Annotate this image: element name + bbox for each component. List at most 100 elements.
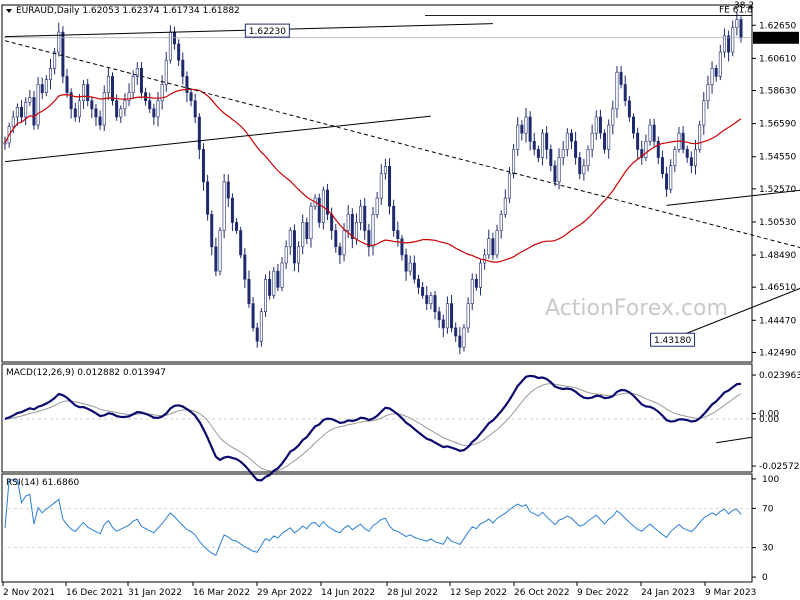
candle-body — [152, 108, 156, 118]
candle-body — [549, 149, 553, 166]
candle-body — [429, 295, 433, 304]
candles — [3, 11, 743, 355]
fe-top-label: 38.2 — [734, 1, 754, 11]
candle-body — [338, 246, 342, 256]
candle-body — [536, 149, 540, 158]
level-label-box — [650, 332, 696, 347]
candle-body — [185, 76, 189, 93]
candle-body — [350, 214, 354, 239]
rsi-tick-label: 70 — [762, 504, 774, 514]
rsi-tick-label: 100 — [762, 475, 779, 485]
candle-body — [214, 246, 218, 272]
rsi-header: RSI(14) 61.6860 — [6, 478, 79, 488]
fe-label: FE 61.8 — [719, 6, 753, 16]
rsi-panel: RSI(14) 61.6860 100 70 30 0 — [1, 473, 779, 583]
price-tick-label: 1.42490 — [759, 348, 796, 358]
price-tick-label: 1.62650 — [759, 21, 796, 31]
candle-body — [491, 238, 495, 256]
candle-body — [82, 84, 86, 102]
candle-body — [727, 35, 731, 53]
price-axis: 1.62650 1.60610 1.58630 1.56590 1.54550 1.525… — [752, 21, 796, 358]
time-tick-label: 12 Sep 2022 — [450, 588, 507, 598]
candle-body — [483, 254, 487, 264]
candle-body — [53, 51, 57, 69]
candle-body — [193, 100, 197, 118]
level-label-text: 1.43180 — [654, 336, 691, 346]
candle-body — [665, 173, 669, 190]
chart-header: EURAUD,Daily 1.62053 1.62374 1.61734 1.6… — [16, 6, 240, 16]
candle-body — [284, 246, 288, 264]
candle-body — [445, 303, 449, 329]
candle-body — [11, 116, 15, 128]
candle-body — [706, 84, 710, 102]
trendline — [4, 115, 431, 163]
candle-body — [603, 132, 607, 150]
candle-body — [363, 205, 367, 231]
candle-body — [590, 132, 594, 150]
candle-body — [388, 165, 392, 207]
macd-tick-label: -0.025726 — [759, 462, 800, 472]
candle-body — [20, 106, 24, 118]
candle-body — [177, 43, 181, 61]
candle-body — [334, 230, 338, 248]
candle-body — [648, 124, 652, 142]
rsi-tick-label: 0 — [762, 573, 768, 583]
candle-body — [437, 311, 441, 321]
candle-body — [412, 262, 416, 280]
candle-body — [276, 270, 280, 288]
candle-body — [123, 100, 127, 110]
time-tick-label: 16 Mar 2022 — [193, 588, 250, 598]
candle-body — [131, 76, 135, 93]
candle-body — [206, 181, 210, 215]
candle-body — [714, 67, 718, 77]
candle-body — [201, 149, 205, 183]
candle-body — [557, 157, 561, 183]
candle-body — [652, 124, 656, 142]
macd-tick-label: 0.023963 — [759, 371, 800, 381]
candle-body — [102, 92, 106, 126]
candle-body — [702, 100, 706, 126]
candle-body — [297, 246, 301, 264]
candle-body — [421, 287, 425, 296]
candle-body — [111, 76, 115, 102]
candle-body — [139, 67, 143, 93]
candle-body — [474, 278, 478, 288]
main-price-panel: FE 61.838.21.622301.539601.431801.428101… — [1, 1, 800, 363]
candle-body — [565, 132, 569, 150]
candle-body — [408, 262, 412, 272]
macd-signal-line — [4, 383, 742, 472]
candle-body — [574, 141, 578, 158]
candle-body — [611, 108, 615, 126]
candle-body — [586, 149, 590, 166]
candle-body — [127, 92, 131, 102]
collapse-arrow-icon — [6, 9, 12, 13]
candle-body — [106, 76, 110, 93]
candle-body — [354, 222, 358, 239]
candle-body — [532, 141, 536, 150]
time-axis: 2 Nov 2021 16 Dec 2021 31 Jan 2022 16 Mar 2… — [2, 582, 756, 598]
candle-body — [454, 327, 458, 337]
candle-body — [470, 278, 474, 304]
time-tick-label: 9 Dec 2022 — [577, 588, 629, 598]
candle-body — [367, 230, 371, 248]
candle-body — [731, 27, 735, 53]
candle-body — [520, 124, 524, 134]
candle-body — [230, 197, 234, 223]
candle-body — [735, 19, 739, 29]
candle-body — [689, 157, 693, 166]
candle-body — [458, 335, 462, 348]
candle-body — [392, 205, 396, 231]
candle-body — [718, 51, 722, 77]
candle-body — [218, 230, 222, 272]
candle-body — [61, 31, 65, 77]
candle-body — [722, 35, 726, 53]
candle-body — [636, 132, 640, 150]
candle-body — [479, 262, 483, 288]
candle-body — [44, 79, 48, 93]
candle-body — [441, 319, 445, 329]
candle-body — [631, 116, 635, 134]
candle-body — [644, 141, 648, 158]
candle-body — [739, 19, 743, 39]
candle-body — [164, 59, 168, 85]
candle-body — [24, 102, 28, 118]
